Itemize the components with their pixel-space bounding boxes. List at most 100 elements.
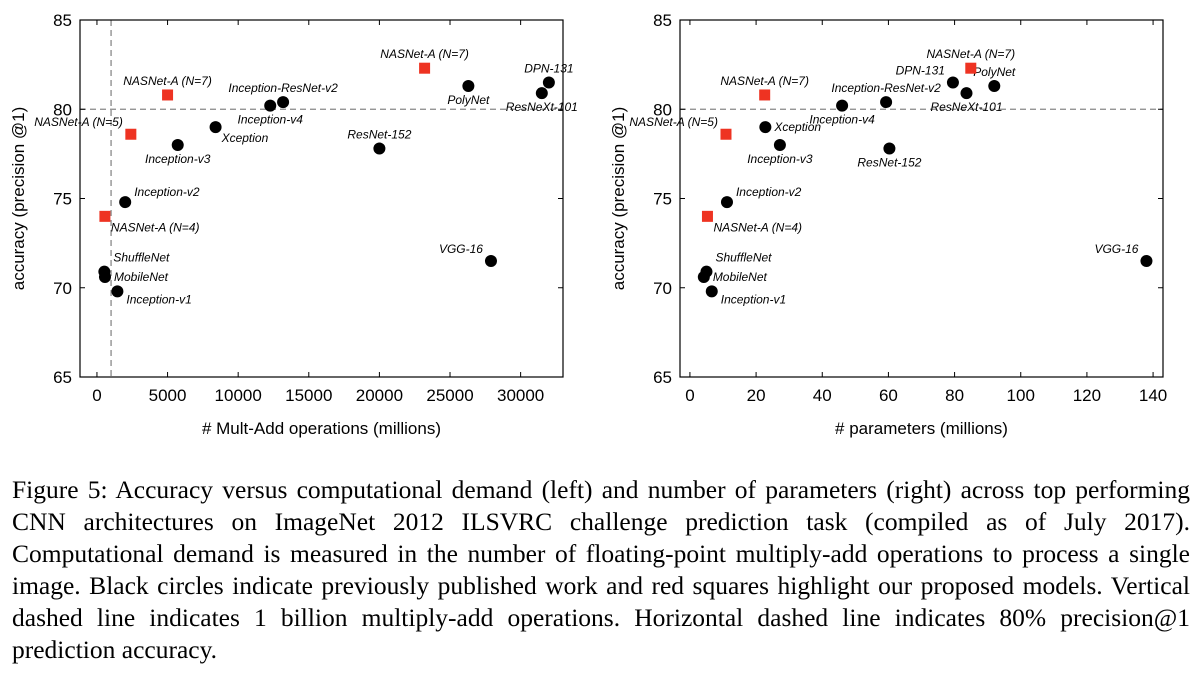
right-chart-ytick-label-70: 70 <box>653 279 672 298</box>
left-chart-published-dpn-131-12-marker <box>542 76 555 89</box>
left-chart-ytick-label-65: 65 <box>53 368 72 387</box>
right-chart-published-xception-4-label: Xception <box>773 120 821 134</box>
left-chart-published-resnet-152-8-label: ResNet-152 <box>347 128 411 142</box>
left-chart-published-shufflenet-2-marker <box>98 265 111 278</box>
right-chart-x-axis-title: # parameters (millions) <box>835 419 1008 438</box>
left-chart-published-resnet-152-8-marker <box>373 142 386 155</box>
right-chart-ytick-label-75: 75 <box>653 190 672 209</box>
right-chart-ytick-label-85: 85 <box>653 11 672 30</box>
right-chart-xtick-label-60: 60 <box>879 386 898 405</box>
right-chart-xtick-label-40: 40 <box>813 386 832 405</box>
right-chart-published-vgg-16-12-label: VGG-16 <box>1094 242 1138 256</box>
left-chart-proposed-nasnet-a-n-5-1-label: NASNet-A (N=5) <box>34 115 123 129</box>
left-chart-proposed-nasnet-a-n-5-1-marker <box>125 128 137 140</box>
left-chart-published-inception-v4-6-label: Inception-v4 <box>238 113 304 127</box>
left-chart-published-inception-resnet-v2-7-marker <box>277 96 290 109</box>
left-chart-proposed-nasnet-a-n-4-0-marker <box>99 210 111 222</box>
right-chart-published-inception-v3-5-label: Inception-v3 <box>747 152 813 166</box>
left-chart-proposed-nasnet-a-n-7-2-marker <box>162 89 174 101</box>
right-chart-published-inception-v1-0-marker <box>705 285 718 298</box>
right-chart-y-axis-title: accuracy (precision @1) <box>609 107 628 291</box>
right-chart-proposed-nasnet-a-n-7-2-marker <box>759 89 771 101</box>
left-chart-x-axis-title: # Mult-Add operations (millions) <box>202 419 441 438</box>
left-chart-published-inception-v2-3-label: Inception-v2 <box>134 185 200 199</box>
chart-parameters: 65 70 75 80 85 0 20 40 60 80 100 120 140 # parameters… <box>600 0 1200 450</box>
left-chart-xtick-label-0: 0 <box>92 386 101 405</box>
left-chart-proposed-nasnet-a-n-7-3-label: NASNet-A (N=7) <box>380 47 469 61</box>
left-chart-published-inception-v4-6-marker <box>264 99 277 112</box>
right-chart-proposed-nasnet-a-n-4-0-marker <box>701 210 713 222</box>
left-chart-published-inception-v3-4-marker <box>171 138 184 151</box>
right-chart-published-inception-v2-3-marker <box>720 196 733 209</box>
left-chart-ytick-label-85: 85 <box>53 11 72 30</box>
left-chart-xtick-label-15000: 15000 <box>285 386 332 405</box>
left-chart-proposed-nasnet-a-n-7-3-marker <box>419 62 431 74</box>
right-chart-svg: 65 70 75 80 85 0 20 40 60 80 100 120 140 # parameters… <box>609 11 1167 438</box>
right-chart-published-polynet-11-label: PolyNet <box>973 65 1016 79</box>
left-chart-published-inception-v3-4-label: Inception-v3 <box>145 152 211 166</box>
right-chart-published-inception-v1-0-label: Inception-v1 <box>721 292 786 306</box>
left-chart-published-polynet-10-label: PolyNet <box>447 93 490 107</box>
right-chart-published-resnext-101-10-label: ResNeXt-101 <box>930 100 1002 114</box>
right-chart-proposed-nasnet-a-n-7-3-marker <box>965 62 977 74</box>
left-chart-published-vgg-16-9-label: VGG-16 <box>439 242 483 256</box>
right-chart-published-xception-4-marker <box>759 121 772 134</box>
left-chart-y-axis-title: accuracy (precision @1) <box>9 107 28 291</box>
right-chart-published-dpn-131-9-marker <box>946 76 959 89</box>
figure-caption: Figure 5: Accuracy versus computational … <box>12 475 1190 664</box>
right-chart-published-mobilenet-1-label: MobileNet <box>713 270 768 284</box>
right-chart-published-inception-v4-6-marker <box>836 99 849 112</box>
right-chart-published-inception-v3-5-marker <box>773 138 786 151</box>
right-chart-xtick-label-20: 20 <box>747 386 766 405</box>
right-chart-published-polynet-11-marker <box>988 80 1001 93</box>
left-chart-xtick-label-10000: 10000 <box>215 386 262 405</box>
right-chart-published-resnet-152-8-label: ResNet-152 <box>857 156 921 170</box>
left-chart-published-xception-5-label: Xception <box>221 131 269 145</box>
left-chart-published-xception-5-marker <box>209 121 222 134</box>
left-chart-xtick-label-20000: 20000 <box>356 386 403 405</box>
right-chart-proposed-nasnet-a-n-5-1-marker <box>720 128 732 140</box>
right-chart-published-shufflenet-2-marker <box>700 265 713 278</box>
right-chart-published-inception-v2-3-label: Inception-v2 <box>736 185 802 199</box>
right-chart-ytick-label-80: 80 <box>653 100 672 119</box>
left-chart-published-dpn-131-12-label: DPN-131 <box>524 61 573 75</box>
left-chart-published-resnext-101-11-label: ResNeXt-101 <box>506 100 578 114</box>
left-chart-ytick-label-70: 70 <box>53 279 72 298</box>
left-chart-xtick-label-25000: 25000 <box>426 386 473 405</box>
right-chart-xtick-label-0: 0 <box>685 386 694 405</box>
right-chart-xtick-label-120: 120 <box>1073 386 1101 405</box>
right-chart-proposed-nasnet-a-n-5-1-label: NASNet-A (N=5) <box>629 115 718 129</box>
right-chart-published-inception-v4-6-label: Inception-v4 <box>809 113 875 127</box>
right-chart-ytick-label-65: 65 <box>653 368 672 387</box>
left-chart-xtick-label-30000: 30000 <box>497 386 544 405</box>
right-chart-proposed-nasnet-a-n-7-3-label: NASNet-A (N=7) <box>927 47 1016 61</box>
right-chart-xtick-label-80: 80 <box>945 386 964 405</box>
right-chart-published-dpn-131-9-label: DPN-131 <box>896 63 945 77</box>
right-chart-published-inception-resnet-v2-7-marker <box>880 96 893 109</box>
right-chart-xtick-label-100: 100 <box>1007 386 1035 405</box>
left-chart-published-mobilenet-1-label: MobileNet <box>114 270 169 284</box>
left-chart-svg: 65 70 75 80 85 0 5000 10000 15000 20000 25000 30000… <box>9 11 578 438</box>
right-chart-xtick-label-140: 140 <box>1139 386 1167 405</box>
left-chart-published-shufflenet-2-label: ShuffleNet <box>113 251 170 265</box>
left-chart-published-inception-v2-3-marker <box>119 196 132 209</box>
left-chart-published-resnext-101-11-marker <box>535 87 548 100</box>
left-chart-published-inception-v1-0-marker <box>111 285 124 298</box>
right-chart-published-inception-resnet-v2-7-label: Inception-ResNet-v2 <box>831 81 941 95</box>
left-chart-published-inception-resnet-v2-7-label: Inception-ResNet-v2 <box>228 81 338 95</box>
left-chart-ytick-label-80: 80 <box>53 100 72 119</box>
left-chart-proposed-nasnet-a-n-7-2-label: NASNet-A (N=7) <box>123 74 212 88</box>
right-chart-published-shufflenet-2-label: ShuffleNet <box>715 251 772 265</box>
right-chart-published-resnet-152-8-marker <box>883 142 896 155</box>
left-chart-published-polynet-10-marker <box>462 80 475 93</box>
left-chart-published-inception-v1-0-label: Inception-v1 <box>126 292 191 306</box>
right-chart-proposed-nasnet-a-n-4-0-label: NASNet-A (N=4) <box>713 220 802 234</box>
right-chart-published-vgg-16-12-marker <box>1140 254 1153 267</box>
left-chart-ytick-label-75: 75 <box>53 190 72 209</box>
left-chart-xtick-label-5000: 5000 <box>149 386 187 405</box>
left-chart-proposed-nasnet-a-n-4-0-label: NASNet-A (N=4) <box>111 220 200 234</box>
chart-mult-add: 65 70 75 80 85 0 5000 10000 15000 20000 25000 30000… <box>0 0 600 450</box>
left-chart-published-vgg-16-9-marker <box>484 254 497 267</box>
right-chart-proposed-nasnet-a-n-7-2-label: NASNet-A (N=7) <box>720 74 809 88</box>
right-chart-published-resnext-101-10-marker <box>960 87 973 100</box>
